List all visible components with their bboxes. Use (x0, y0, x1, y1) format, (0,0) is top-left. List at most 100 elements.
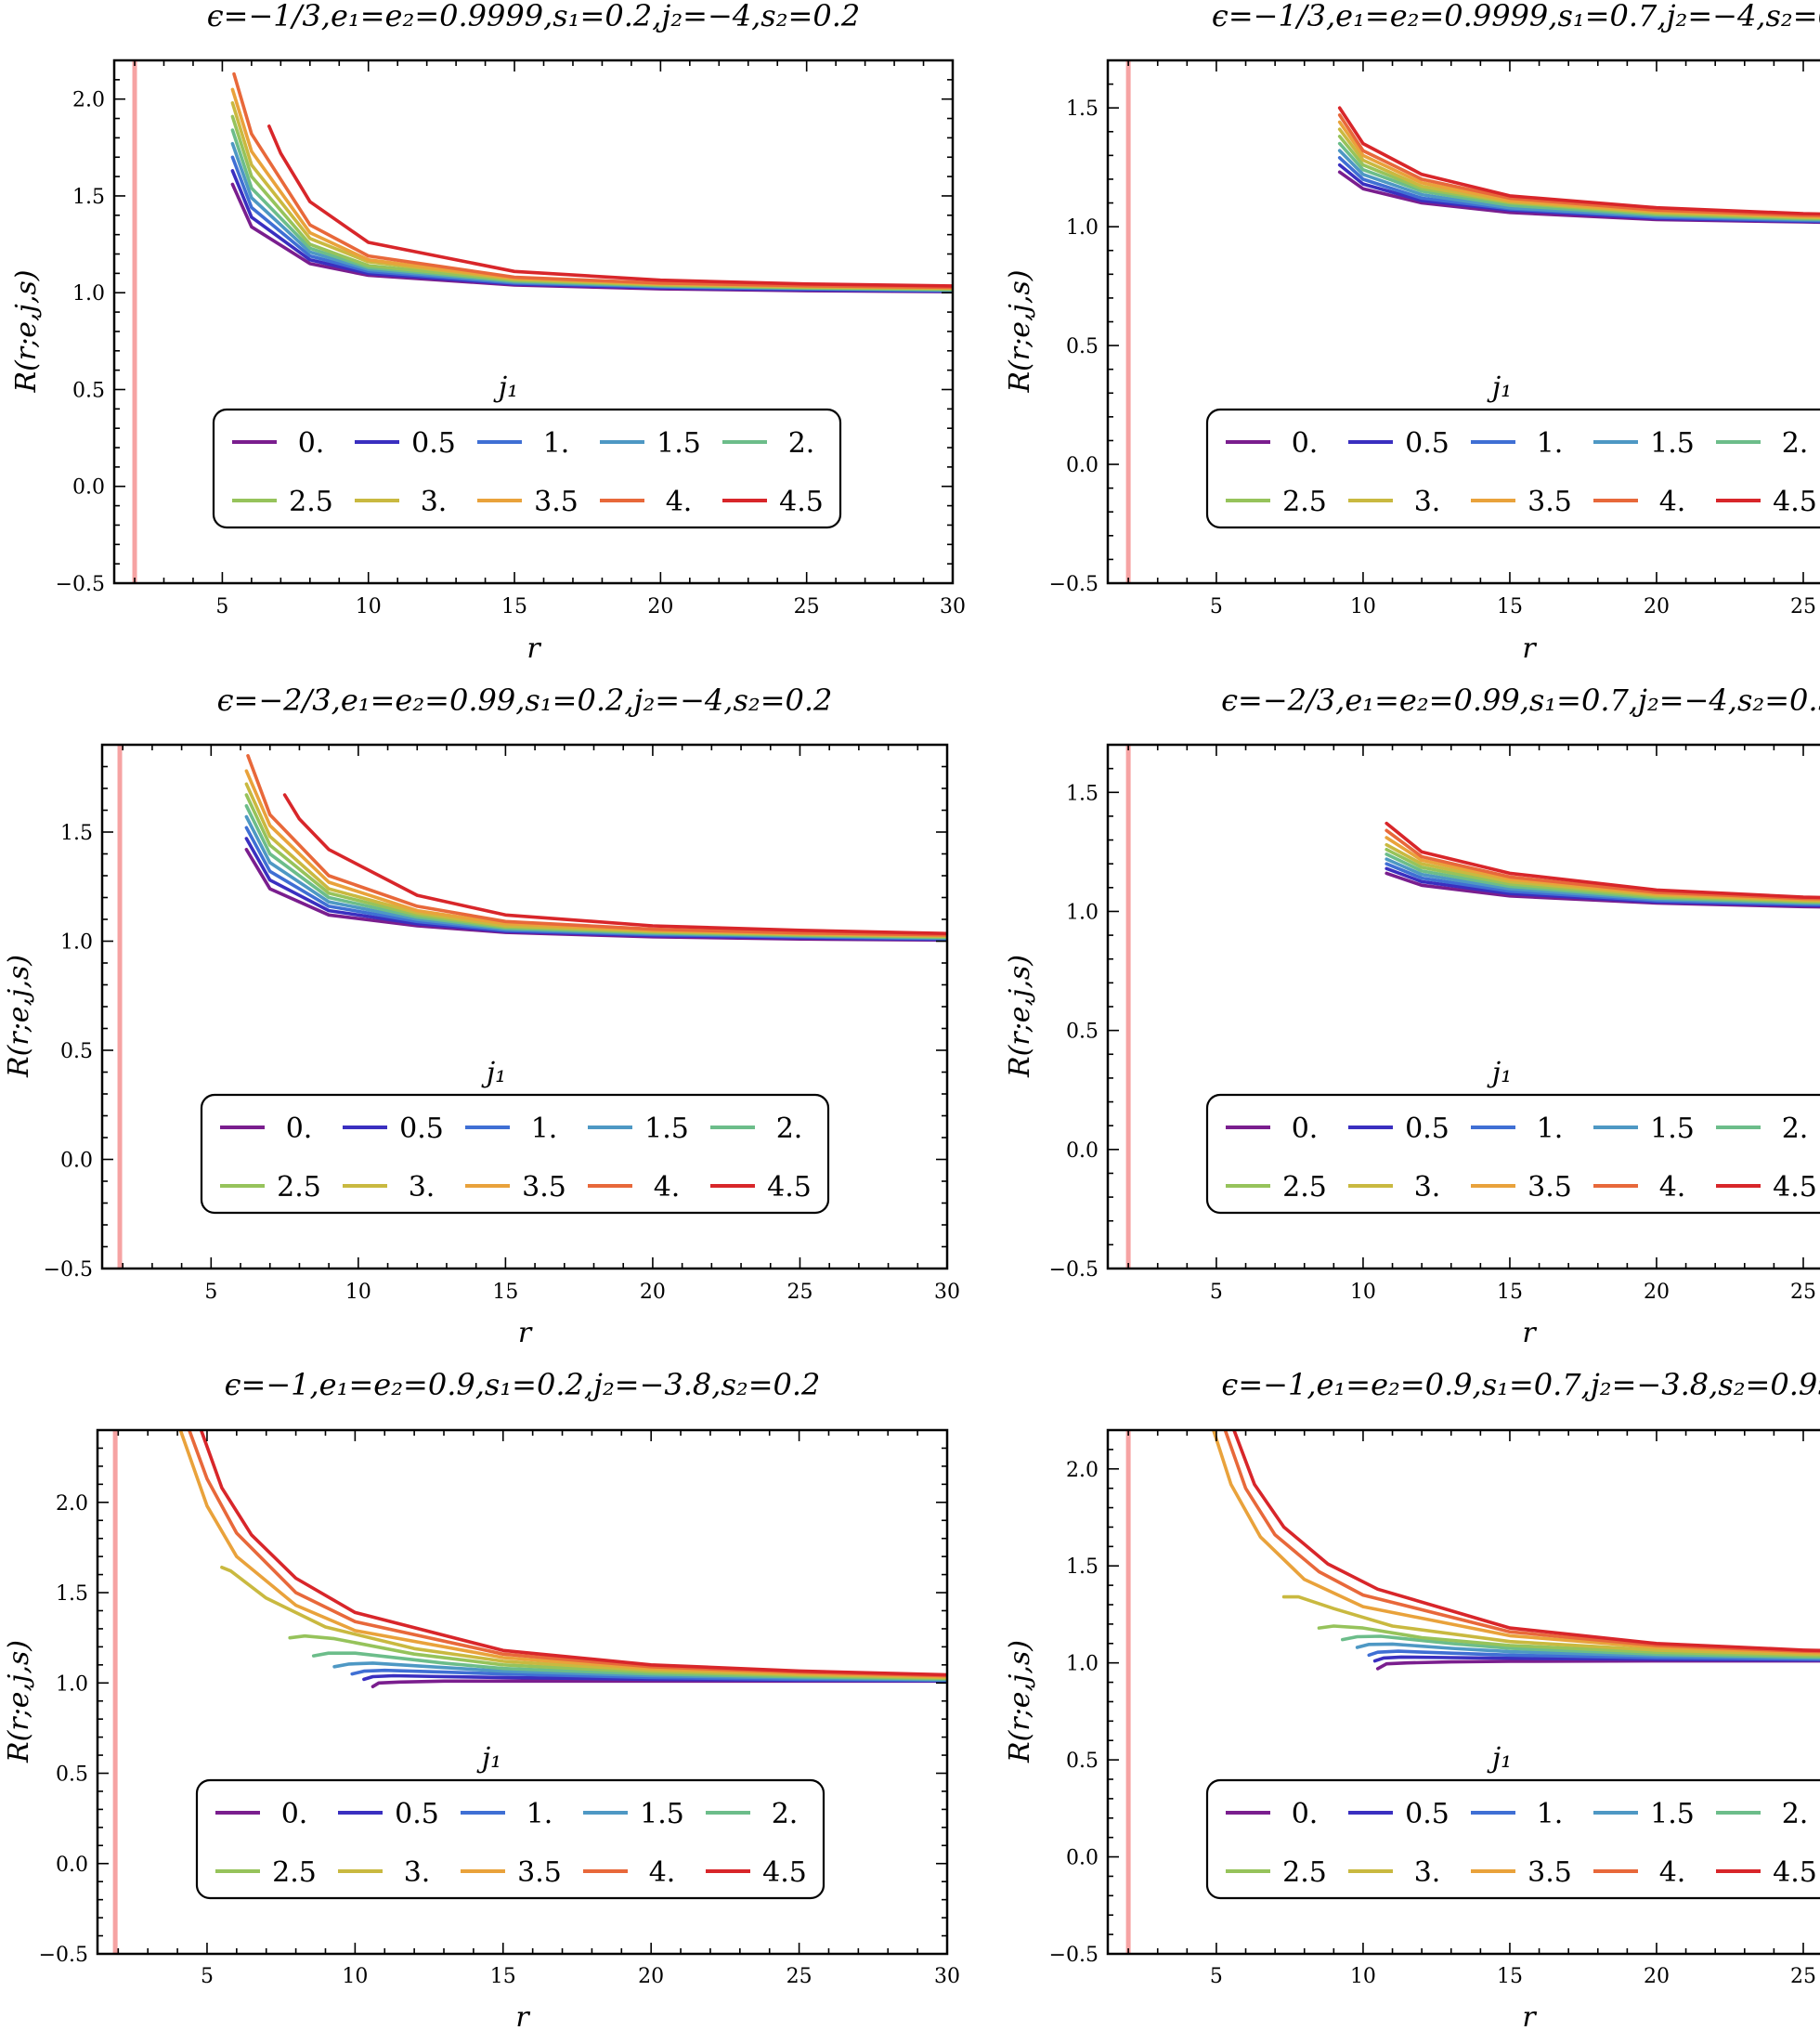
legend-label: 4. (666, 486, 693, 518)
legend-item-7: 3. (338, 1856, 430, 1889)
legend-item-2: 0.5 (338, 1798, 439, 1830)
x-tick-label: 5 (1210, 1281, 1223, 1304)
legend-label: 2.5 (272, 1856, 317, 1889)
series-line-10 (1337, 106, 1820, 216)
legend-label: 4.5 (767, 1171, 812, 1204)
x-tick-label: 25 (1790, 1965, 1816, 1988)
legend-title: j₁ (481, 1057, 506, 1089)
y-tick-label: 0.0 (72, 476, 105, 500)
legend-item-4: 1.5 (600, 427, 701, 460)
y-tick-label: 1.0 (56, 1672, 88, 1696)
legend-item-6: 2.5 (220, 1171, 321, 1204)
legend-label: 2. (772, 1798, 799, 1830)
legend-item-7: 3. (1348, 486, 1440, 518)
series-group (1384, 821, 1820, 909)
y-tick-label: −0.5 (56, 573, 105, 596)
legend-item-5: 2. (1716, 1113, 1808, 1145)
y-axis-label: R(r;e,j,s) (1004, 955, 1036, 1078)
legend-item-9: 4. (583, 1856, 675, 1889)
series-line-4 (1384, 857, 1820, 905)
series-group (244, 753, 947, 943)
legend-label: 0. (1292, 1113, 1319, 1145)
legend-box (1205, 1778, 1820, 1900)
x-tick-label: 5 (1210, 595, 1223, 618)
legend-box (195, 1778, 826, 1900)
y-tick-label: 0.0 (60, 1150, 93, 1173)
legend-item-6: 2.5 (1226, 486, 1327, 518)
x-tick-label: 15 (490, 1965, 516, 1988)
y-tick-label: 0.5 (1066, 1750, 1098, 1773)
legend-title: j₁ (476, 1742, 501, 1775)
legend-item-6: 2.5 (215, 1856, 317, 1889)
y-axis-label: R(r;e,j,s) (1004, 270, 1036, 394)
x-tick-label: 20 (1644, 595, 1670, 618)
series-line-10 (266, 124, 953, 288)
legend-label: 0.5 (411, 427, 456, 460)
legend-label: 0. (281, 1798, 308, 1830)
legend-item-1: 0. (1226, 427, 1318, 460)
legend-label: 1. (1537, 1798, 1564, 1830)
y-tick-label: 1.5 (1066, 782, 1098, 805)
legend-label: 0.5 (1405, 1798, 1450, 1830)
series-line-10 (1384, 821, 1820, 900)
x-tick-label: 20 (1644, 1281, 1670, 1304)
x-axis-label: r (1522, 1317, 1537, 1349)
series-line-5 (1384, 852, 1820, 904)
series-line-9 (232, 72, 953, 290)
legend-item-6: 2.5 (232, 486, 333, 518)
legend-label: 1. (1537, 427, 1564, 460)
legend-label: 3. (409, 1171, 436, 1204)
legend: 0. 0.5 1. 1.5 2. 2.5 3. 3.5 4. 4.5 (1205, 1093, 1820, 1215)
legend-label: 1. (531, 1113, 558, 1145)
legend-item-7: 3. (355, 486, 447, 518)
legend-item-1: 0. (1226, 1798, 1318, 1830)
x-tick-label: 10 (1350, 1281, 1376, 1304)
y-tick-label: 0.5 (56, 1763, 88, 1787)
legend: 0. 0.5 1. 1.5 2. 2.5 3. 3.5 4. 4.5 (1205, 1778, 1820, 1900)
y-tick-label: 1.5 (1066, 98, 1098, 121)
legend-label: 4. (1659, 1856, 1686, 1889)
series-line-7 (1281, 1594, 1820, 1657)
x-tick-label: 15 (1497, 595, 1523, 618)
legend-item-1: 0. (232, 427, 324, 460)
y-tick-label: 1.5 (72, 186, 105, 209)
legend-item-9: 4. (588, 1171, 680, 1204)
series-line-6 (1384, 847, 1820, 904)
legend-item-7: 3. (343, 1171, 435, 1204)
legend-label: 4. (1659, 486, 1686, 518)
legend-label: 4. (654, 1171, 681, 1204)
legend-item-3: 1. (477, 427, 569, 460)
x-tick-label: 15 (501, 595, 527, 618)
series-line-9 (188, 1430, 947, 1678)
legend-item-10: 4.5 (710, 1171, 812, 1204)
x-tick-label: 10 (345, 1281, 371, 1304)
legend-item-8: 3.5 (1471, 1856, 1572, 1889)
legend-item-7: 3. (1348, 1856, 1440, 1889)
legend-label: 1.5 (656, 427, 701, 460)
legend-item-3: 1. (465, 1113, 557, 1145)
series-line-3 (1384, 862, 1820, 906)
legend: 0. 0.5 1. 1.5 2. 2.5 3. 3.5 4. 4.5 (200, 1093, 830, 1215)
legend-label: 3.5 (1528, 1171, 1572, 1204)
legend-label: 2. (1782, 427, 1809, 460)
x-axis-label: r (515, 2001, 530, 2030)
y-tick-label: −0.5 (39, 1944, 88, 1967)
y-tick-label: 1.0 (1066, 901, 1098, 924)
legend-item-1: 0. (215, 1798, 307, 1830)
legend-label: 0. (298, 427, 325, 460)
legend-item-2: 0.5 (355, 427, 456, 460)
x-tick-label: 20 (647, 595, 673, 618)
legend-item-10: 4.5 (1716, 486, 1817, 518)
y-tick-label: 0.0 (1066, 454, 1098, 477)
legend-item-4: 1.5 (1593, 427, 1695, 460)
legend-item-10: 4.5 (1716, 1856, 1817, 1889)
series-group (178, 1430, 947, 1688)
legend: 0. 0.5 1. 1.5 2. 2.5 3. 3.5 4. 4.5 (212, 408, 842, 529)
legend-label: 2.5 (289, 486, 333, 518)
chart-panel-5: ϵ=−1,e₁=e₂=0.9,s₁=0.2,j₂=−3.8,s₂=0.2 5 10 1… (3, 1367, 960, 2030)
legend-label: 2. (776, 1113, 803, 1145)
legend-label: 0.5 (395, 1798, 439, 1830)
legend-label: 2. (1782, 1113, 1809, 1145)
legend-label: 2. (788, 427, 815, 460)
plot-frame (96, 1428, 949, 1956)
